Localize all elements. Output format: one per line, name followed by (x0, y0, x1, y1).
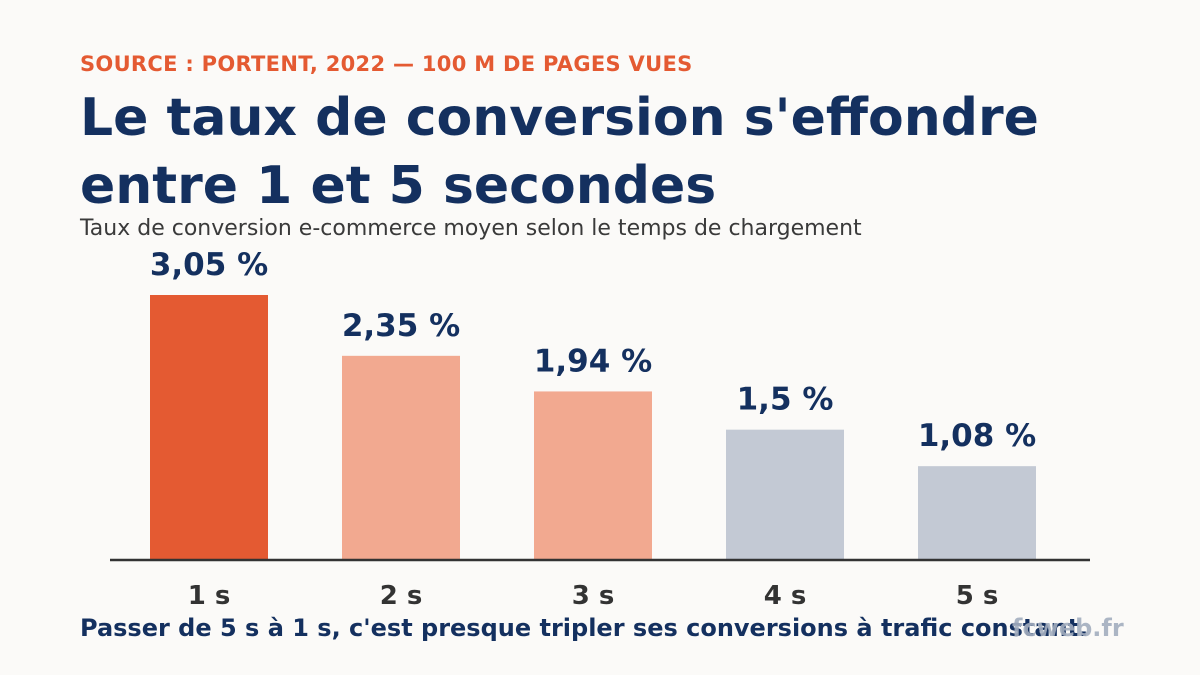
bar-5 (918, 466, 1036, 560)
footnote: Passer de 5 s à 1 s, c'est presque tripl… (80, 614, 1089, 642)
bar-2 (342, 355, 460, 560)
x-tick-labels-group: 1 s 2 s 3 s 4 s 5 s (188, 581, 999, 611)
value-labels-group: 3,05 % 2,35 % 1,94 % 1,5 % 1,08 % (150, 247, 1036, 454)
bar-value-label: 2,35 % (342, 308, 460, 344)
x-tick-label: 4 s (764, 581, 807, 611)
bar-4 (726, 429, 844, 560)
x-tick-label: 1 s (188, 581, 231, 611)
x-tick-label: 3 s (572, 581, 615, 611)
bar-value-label: 1,5 % (737, 382, 834, 418)
bar-value-label: 3,05 % (150, 247, 268, 283)
x-tick-label: 2 s (380, 581, 423, 611)
chart-subtitle: Taux de conversion e-commerce moyen selo… (80, 216, 862, 241)
chart-title: Le taux de conversion s'effondre entre 1… (80, 88, 1039, 216)
brand-watermark: fcweb.fr (1012, 614, 1124, 642)
bar-value-label: 1,94 % (534, 343, 652, 379)
bar-1 (150, 295, 268, 560)
bar-3 (534, 391, 652, 560)
source-kicker: SOURCE : PORTENT, 2022 — 100 M DE PAGES … (80, 52, 693, 76)
bars-group (150, 295, 1036, 560)
bar-value-label: 1,08 % (918, 418, 1036, 454)
x-tick-label: 5 s (956, 581, 999, 611)
